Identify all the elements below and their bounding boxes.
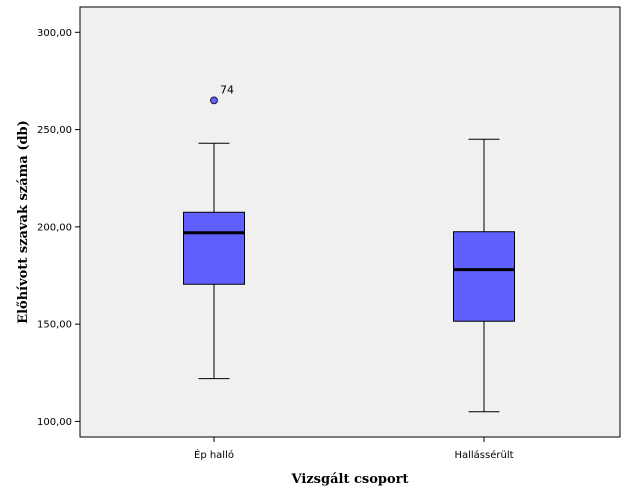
box-group xyxy=(453,138,515,413)
y-tick-label: 150,00 xyxy=(37,320,72,331)
box-group: 74 xyxy=(183,83,245,380)
y-tick-label: 300,00 xyxy=(37,28,72,39)
y-tick-label: 250,00 xyxy=(37,125,72,136)
outlier-point xyxy=(210,96,218,105)
iqr-box xyxy=(183,211,245,285)
plot-area xyxy=(79,6,621,438)
x-axis: Ép halló Hallássérült xyxy=(194,437,514,461)
iqr-box xyxy=(453,231,515,322)
outlier-label: 74 xyxy=(220,83,234,96)
y-axis: 100,00 150,00 200,00 250,00 300,00 xyxy=(37,28,80,428)
boxes: 74 xyxy=(183,83,515,413)
x-tick-label: Hallássérült xyxy=(454,449,513,461)
y-tick-label: 200,00 xyxy=(37,222,72,233)
x-tick-label: Ép halló xyxy=(194,448,234,461)
y-axis-title: Előhívott szavak száma (db) xyxy=(16,120,31,324)
y-tick-label: 100,00 xyxy=(37,417,72,428)
x-axis-title: Vizsgált csoport xyxy=(291,472,409,487)
